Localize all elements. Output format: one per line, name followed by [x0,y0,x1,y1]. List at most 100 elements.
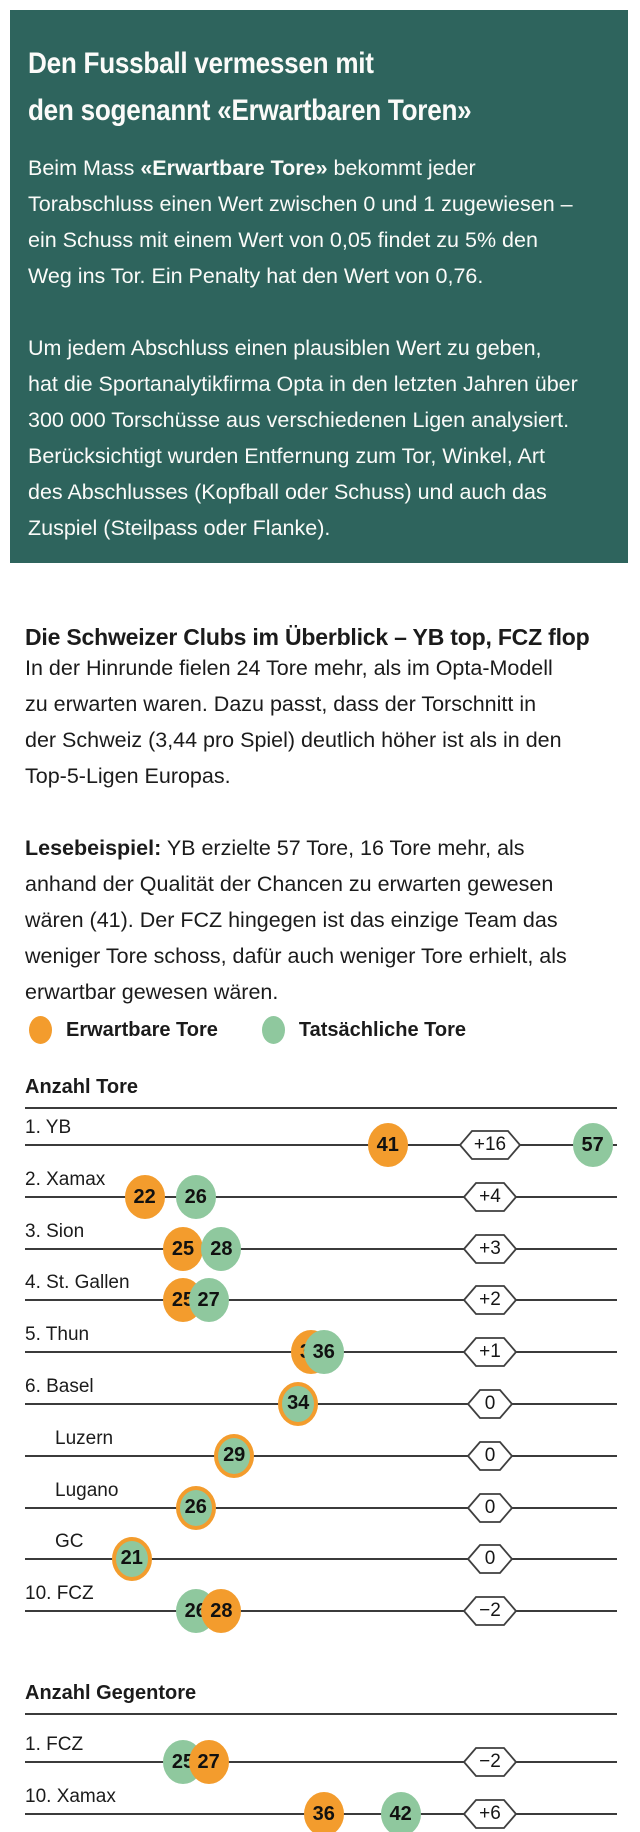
goal-value: 26 [184,1600,207,1623]
diff-value: +16 [473,1134,507,1155]
chart-row: 3. Sion 25 28 +3 [25,1212,617,1271]
diff-badge-shape [463,1181,517,1212]
diff-badge: +2 [463,1285,517,1316]
diff-badge-shape [467,1492,513,1523]
intro-title-text: Den Fussball vermessen mit den sogenannt… [28,47,472,127]
goal-value: 28 [210,1600,233,1623]
goal-value: 28 [210,1237,233,1260]
row-line [25,1506,617,1509]
goal-value: 27 [197,1289,220,1312]
diff-value: +6 [479,1803,501,1824]
actual-goals-circle: 42 [380,1792,421,1832]
chart-row: GC 21 0 [25,1522,617,1582]
expected-goals-circle: 36 [303,1792,344,1832]
diff-value: −2 [479,1751,501,1772]
intro-paragraph-1-rest: bekommt jeder Torabschluss einen Wert zw… [28,156,573,288]
diff-badge-shape [459,1130,521,1160]
combined-goals-circle: 26 [175,1485,216,1530]
diff-value: −2 [479,1600,501,1622]
combined-goals-circle: 29 [214,1433,255,1478]
diff-badge: +16 [459,1130,521,1160]
diff-badge-shape [463,1285,517,1316]
diff-badge-shape [467,1440,513,1471]
intro-paragraph-2: Um jedem Abschluss einen plausiblen Wert… [28,336,578,540]
goal-value: 41 [376,1134,399,1156]
actual-goals-circle: 28 [201,1226,242,1271]
chart-row: 4. St. Gallen 25 27 +2 [25,1263,617,1323]
diff-badge-shape [463,1337,517,1368]
legend-item-actual: Tatsächliche Tore [261,1016,466,1044]
article-paragraph-1: In der Hinrunde fielen 24 Tore mehr, als… [25,656,562,788]
intro-title: Den Fussball vermessen mit den sogenannt… [28,40,612,134]
row-line [25,1558,617,1561]
expected-goals-circle: 22 [124,1174,165,1219]
row-label: 6. Basel [25,1376,94,1397]
row-label: 4. St. Gallen [25,1272,130,1294]
row-line [25,1144,617,1146]
diff-value: +1 [479,1341,501,1363]
diff-value: 0 [484,1496,496,1518]
chart-row: 1. YB 41 57 +16 [25,1108,617,1167]
goal-value: 26 [184,1185,207,1208]
actual-goals-dot [261,1016,285,1044]
goal-value: 27 [197,1751,220,1773]
combined-goals-circle: 34 [278,1382,319,1426]
article-paragraph-2-bold: Lesebeispiel: [25,836,162,860]
chart-row: 10. Xamax 36 42 +6 [25,1777,617,1832]
row-line [25,1610,617,1613]
row-line [25,1247,617,1250]
row-label: 1. FCZ [25,1734,84,1755]
chart-row: 1. FCZ 25 27 −2 [25,1725,617,1784]
actual-goals-circle: 26 [175,1174,216,1219]
section-title-rule [25,1713,617,1715]
row-label: 3. Sion [25,1220,85,1242]
article-paragraph-2: Lesebeispiel: YB erzielte 57 Tore, 16 To… [25,830,625,1010]
goal-value: 36 [312,1341,335,1364]
diff-badge-shape [467,1389,513,1419]
diff-badge: −2 [463,1596,517,1627]
diff-badge-shape [463,1799,517,1829]
legend-label-actual: Tatsächliche Tore [298,1019,466,1041]
expected-goals-circle: 25 [163,1226,203,1271]
goal-value: 36 [312,1803,335,1825]
intro-paragraph-1: Beim Mass «Erwartbare Tore» bekommt jede… [28,150,612,294]
row-label: 5. Thun [25,1324,90,1346]
article-heading: Die Schweizer Clubs im Überblick – YB to… [25,624,590,650]
diff-value: +2 [479,1289,501,1311]
diff-badge-shape [463,1233,517,1264]
actual-goals-circle: 57 [572,1123,613,1167]
diff-badge-shape [467,1544,513,1575]
section-title: Anzahl Tore [25,1076,138,1098]
row-label: 10. FCZ [25,1583,94,1605]
chart-row: 10. FCZ 26 28 −2 [25,1574,617,1634]
row-label: Luzern [55,1427,114,1449]
legend-label-expected: Erwartbare Tore [66,1019,218,1041]
diff-badge: +6 [463,1799,517,1829]
diff-badge-shape [463,1747,517,1777]
chart-row: Lugano 26 0 [25,1471,617,1530]
goal-value: 26 [184,1495,207,1518]
intro-paragraph-1-prefix: Beim Mass [28,156,141,180]
diff-badge: 0 [467,1492,513,1523]
row-label: 1. YB [25,1117,72,1138]
diff-value: +4 [479,1185,501,1207]
combined-goals-circle: 21 [111,1537,152,1582]
row-line [25,1761,617,1763]
diff-value: 0 [484,1444,496,1466]
actual-goals-circle: 36 [303,1330,344,1375]
expected-goals-circle: 27 [188,1740,229,1784]
expected-goals-circle: 41 [367,1123,408,1167]
chart-row: 2. Xamax 22 26 +4 [25,1160,617,1219]
diff-value: +3 [479,1237,501,1259]
goal-value: 42 [389,1803,412,1825]
row-label: Lugano [55,1479,119,1501]
legend-item-expected: Erwartbare Tore [29,1016,218,1044]
diff-badge: +1 [463,1337,517,1368]
goal-value: 25 [171,1237,195,1260]
goal-value: 34 [287,1392,310,1414]
chart-row: Luzern 29 0 [25,1419,617,1478]
expected-goals-dot [29,1016,52,1044]
actual-goals-circle: 27 [188,1278,229,1323]
expected-goals-circle: 28 [201,1589,242,1634]
